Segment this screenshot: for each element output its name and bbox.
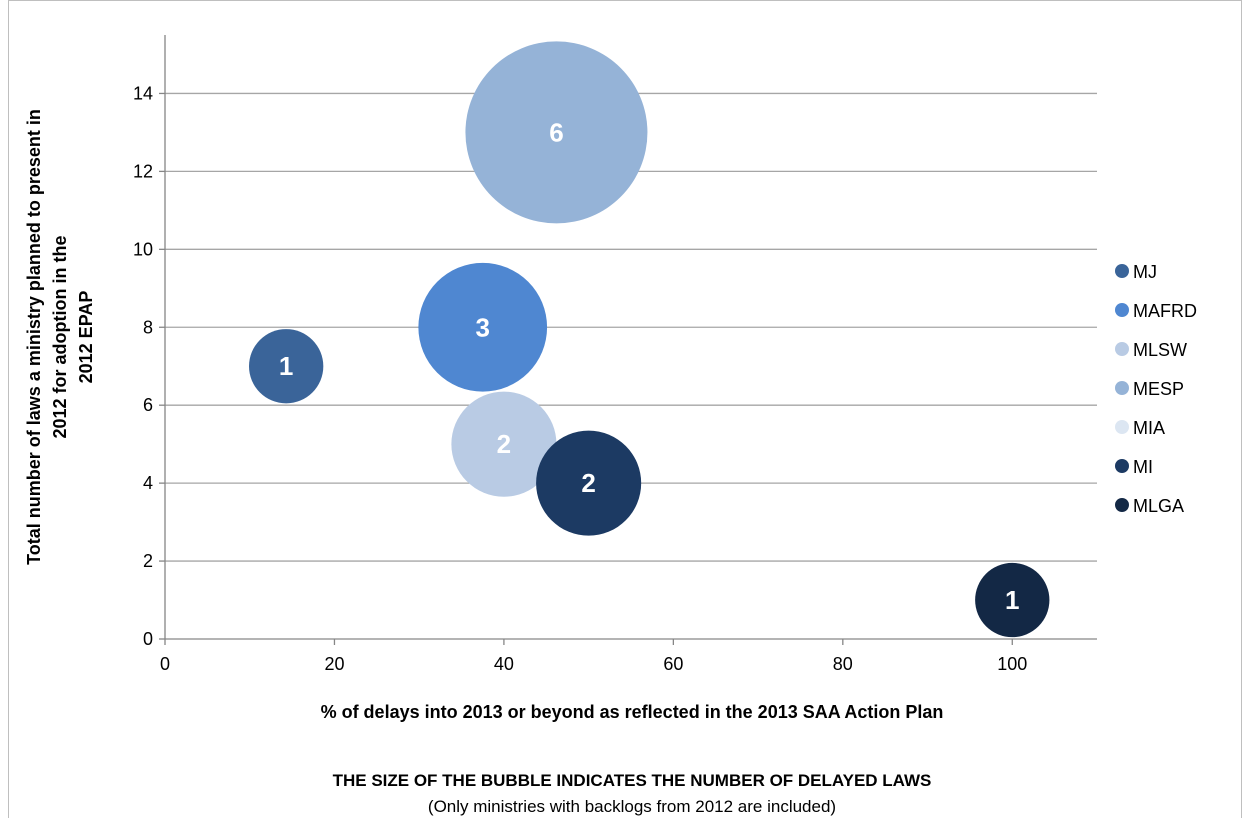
y-axis-title: Total number of laws a ministry planned … bbox=[24, 109, 96, 565]
y-tick-label-6: 6 bbox=[143, 395, 153, 415]
x-tick-label-40: 40 bbox=[494, 654, 514, 674]
x-tick-label-100: 100 bbox=[997, 654, 1027, 674]
y-tick-label-0: 0 bbox=[143, 629, 153, 649]
bubble-label-mlsw: 2 bbox=[497, 429, 511, 459]
legend-item-mi: MI bbox=[1115, 457, 1153, 477]
y-tick-label-8: 8 bbox=[143, 317, 153, 337]
legend-label-mia: MIA bbox=[1133, 418, 1165, 438]
bubble-mlga: 1 bbox=[975, 562, 1050, 638]
y-tick-label-4: 4 bbox=[143, 473, 153, 493]
bubble-circle-mafrd bbox=[418, 262, 548, 392]
y-tick-label-14: 14 bbox=[133, 83, 153, 103]
bubble-circle-mlga bbox=[975, 562, 1050, 638]
bubble-label-mlga: 1 bbox=[1005, 585, 1019, 615]
bubble-circle-mj bbox=[249, 329, 324, 404]
note-subtitle: (Only ministries with backlogs from 2012… bbox=[428, 797, 836, 816]
legend-item-mesp: MESP bbox=[1115, 379, 1184, 399]
bubble-mafrd: 3 bbox=[418, 262, 548, 392]
bubble-circle-mi bbox=[536, 430, 642, 536]
legend-label-mj: MJ bbox=[1133, 262, 1157, 282]
legend-item-mia: MIA bbox=[1115, 418, 1165, 438]
legend: MJ MAFRD MLSW MESP MIA MI MLGA bbox=[1115, 262, 1197, 516]
legend-label-mafrd: MAFRD bbox=[1133, 301, 1197, 321]
bubble-mi: 2 bbox=[536, 430, 642, 536]
x-tick-label-20: 20 bbox=[324, 654, 344, 674]
bubble-circle-mesp bbox=[465, 41, 648, 224]
bubble-label-mi: 2 bbox=[581, 468, 595, 498]
x-tick-label-80: 80 bbox=[833, 654, 853, 674]
legend-label-mlsw: MLSW bbox=[1133, 340, 1187, 360]
bubble-label-mj: 1 bbox=[279, 351, 293, 381]
legend-item-mlga: MLGA bbox=[1115, 496, 1184, 516]
bubble-label-mafrd: 3 bbox=[475, 312, 489, 342]
bubble-mj: 1 bbox=[249, 329, 324, 404]
chart-frame bbox=[8, 0, 1242, 818]
x-tick-label-0: 0 bbox=[160, 654, 170, 674]
bubble-mesp: 6 bbox=[465, 41, 648, 224]
y-axis-title-line-1: Total number of laws a ministry planned … bbox=[24, 109, 44, 565]
note-title: THE SIZE OF THE BUBBLE INDICATES THE NUM… bbox=[333, 771, 932, 790]
legend-label-mlga: MLGA bbox=[1133, 496, 1184, 516]
bubble-mlsw: 2 bbox=[451, 391, 557, 497]
legend-marker-mia bbox=[1115, 420, 1129, 434]
legend-label-mi: MI bbox=[1133, 457, 1153, 477]
y-tick-label-12: 12 bbox=[133, 161, 153, 181]
legend-marker-mafrd bbox=[1115, 303, 1129, 317]
y-axis-title-line-3: 2012 EPAP bbox=[76, 291, 96, 384]
legend-item-mafrd: MAFRD bbox=[1115, 301, 1197, 321]
legend-marker-mesp bbox=[1115, 381, 1129, 395]
x-axis-title: % of delays into 2013 or beyond as refle… bbox=[321, 702, 944, 722]
bubbles: 6 3 2 2 1 1 bbox=[249, 41, 1050, 638]
x-tick-label-60: 60 bbox=[663, 654, 683, 674]
legend-label-mesp: MESP bbox=[1133, 379, 1184, 399]
legend-marker-mlga bbox=[1115, 498, 1129, 512]
legend-marker-mi bbox=[1115, 459, 1129, 473]
bubble-label-mesp: 6 bbox=[549, 117, 563, 147]
legend-marker-mlsw bbox=[1115, 342, 1129, 356]
legend-item-mj: MJ bbox=[1115, 262, 1157, 282]
y-tick-label-10: 10 bbox=[133, 239, 153, 259]
y-axis-title-line-2: 2012 for adoption in the bbox=[50, 235, 70, 438]
y-tick-label-2: 2 bbox=[143, 551, 153, 571]
legend-item-mlsw: MLSW bbox=[1115, 340, 1187, 360]
bubble-circle-mlsw bbox=[451, 391, 557, 497]
legend-marker-mj bbox=[1115, 264, 1129, 278]
